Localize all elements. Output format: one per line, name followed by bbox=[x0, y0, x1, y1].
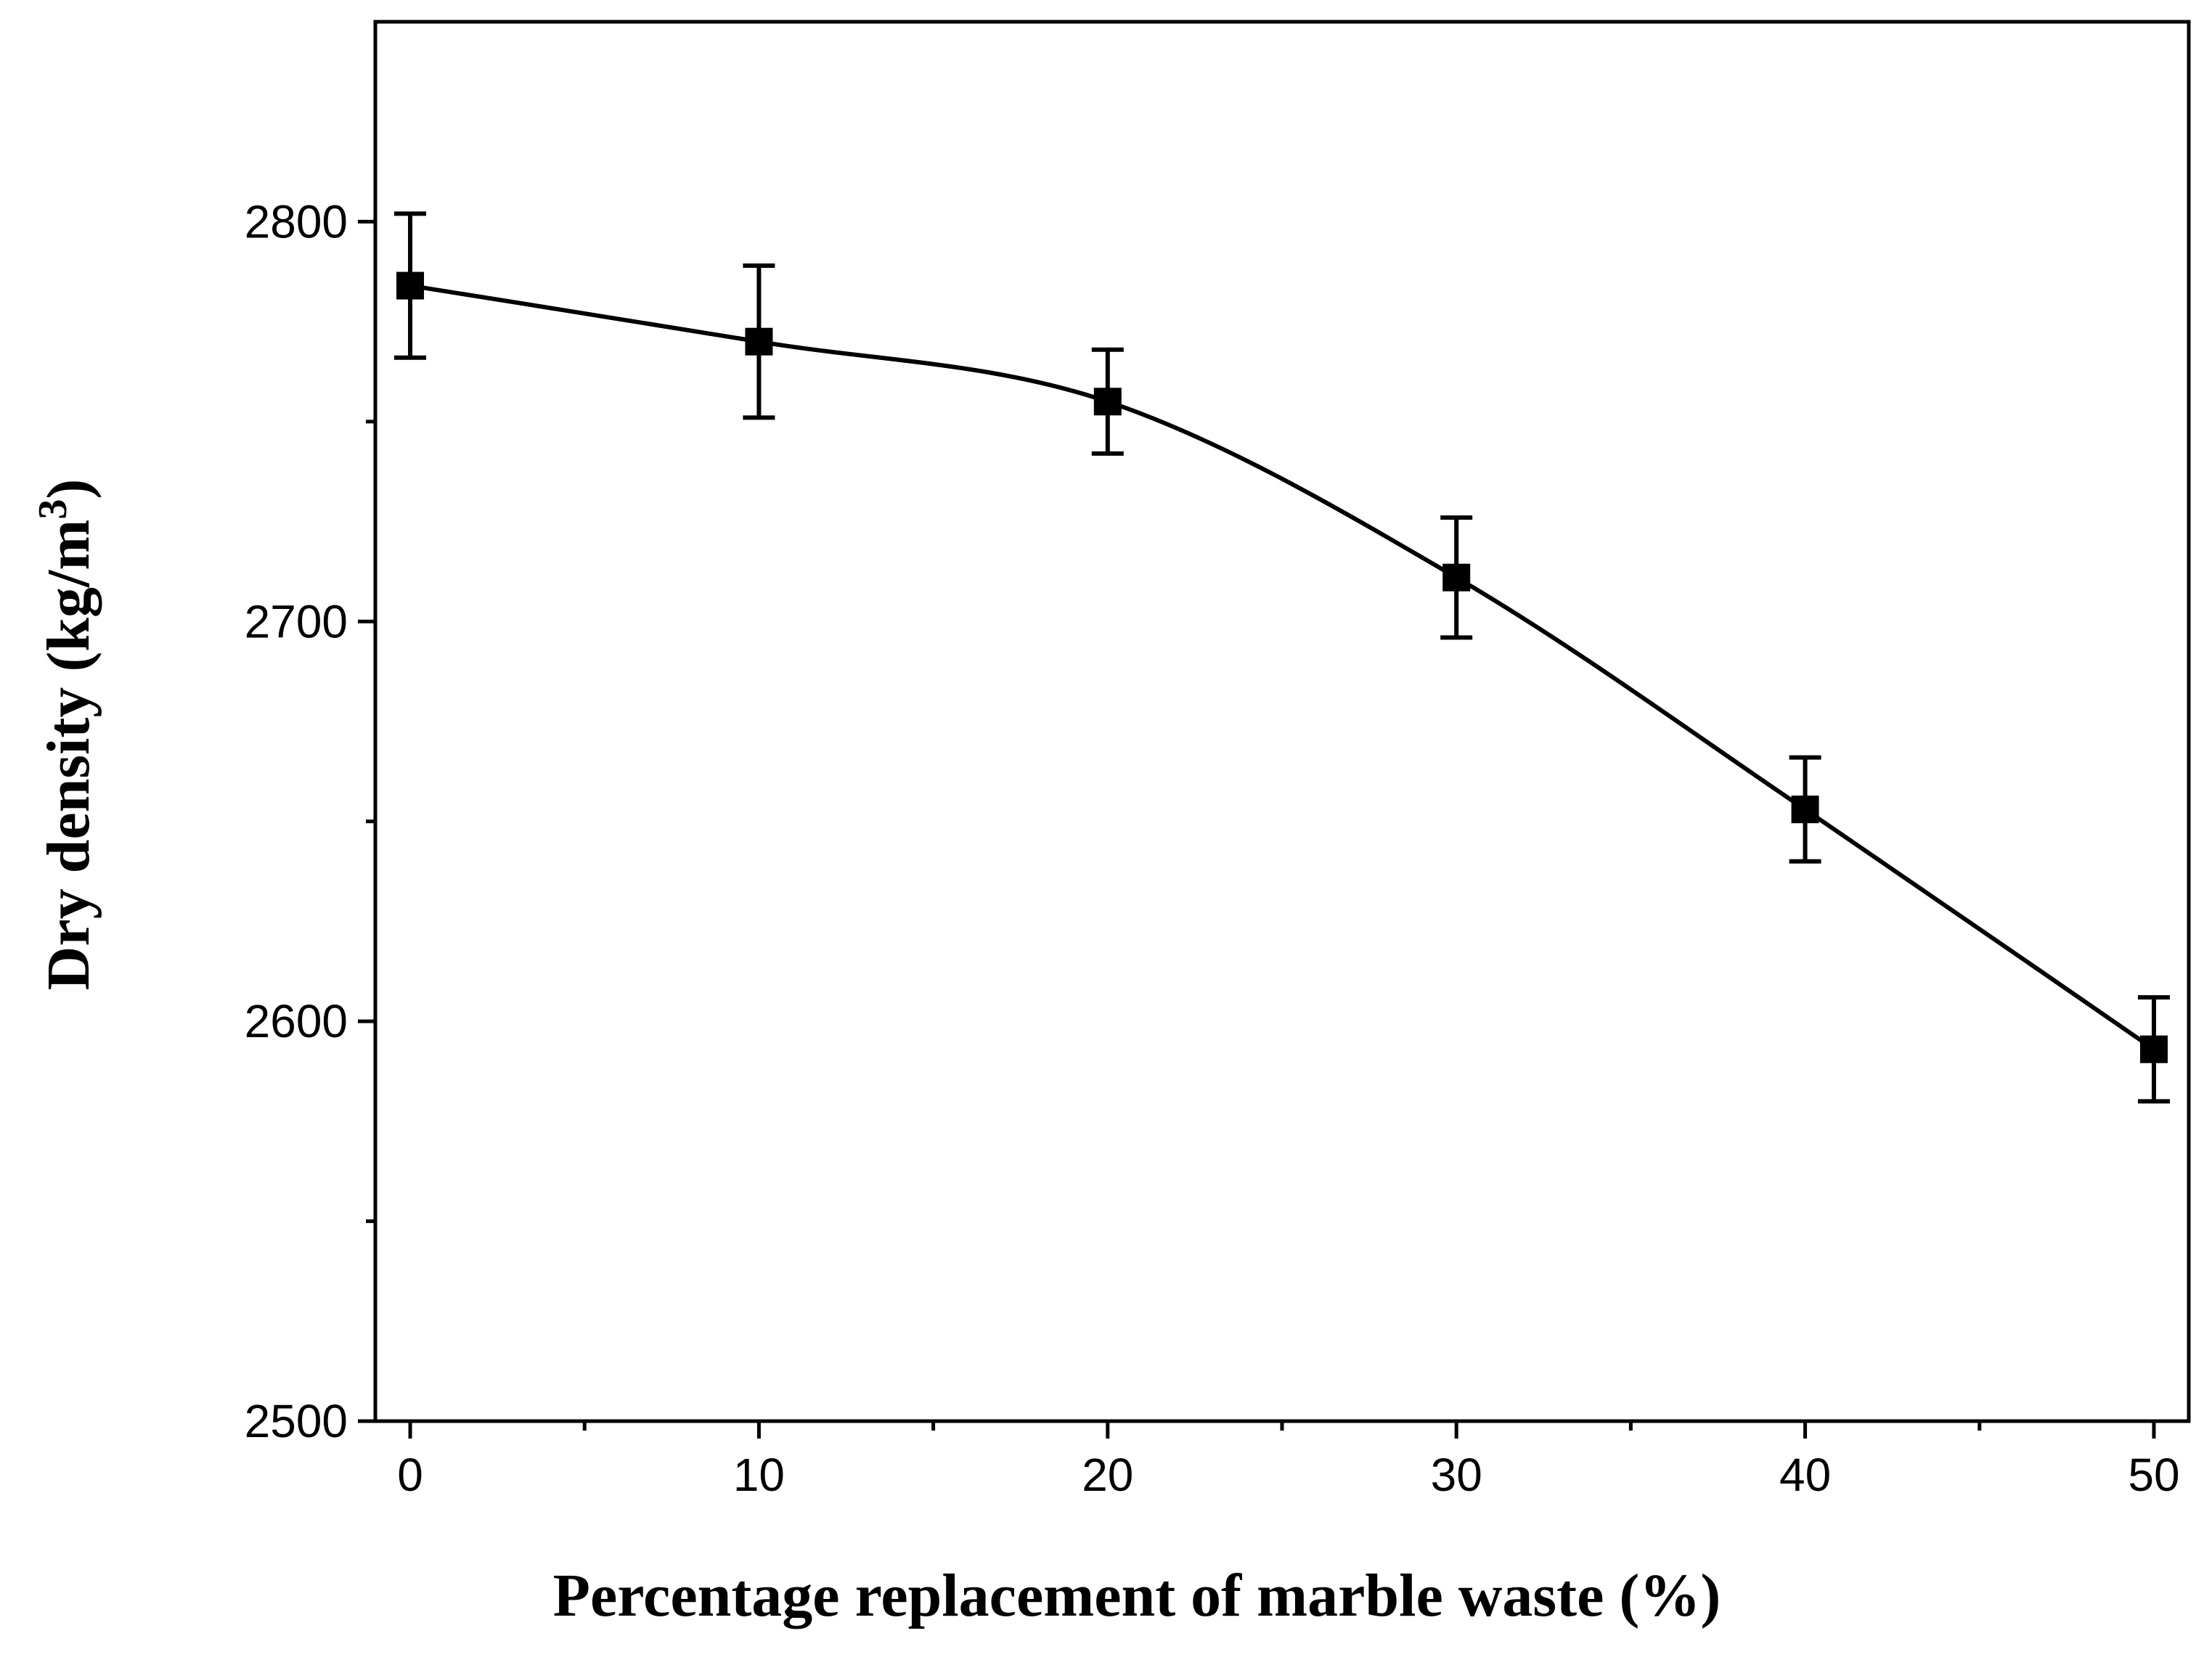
series-line bbox=[409, 283, 2155, 1052]
x-tick-label: 0 bbox=[397, 1449, 423, 1501]
y-tick-label: 2700 bbox=[245, 595, 348, 647]
x-tick-label: 50 bbox=[2128, 1449, 2179, 1501]
series-curve bbox=[409, 283, 2155, 1052]
y-axis-title-main: Dry density (kg/m bbox=[35, 520, 102, 991]
series-marks bbox=[394, 211, 2170, 1104]
data-point bbox=[2139, 1035, 2168, 1063]
y-tick-label: 2500 bbox=[245, 1395, 348, 1447]
y-tick-label: 2600 bbox=[245, 995, 348, 1047]
data-point bbox=[1442, 563, 1471, 592]
y-axis-title: Dry density (kg/m3) bbox=[30, 479, 102, 991]
axis-ticks bbox=[358, 219, 2156, 1439]
data-point bbox=[745, 327, 773, 356]
y-axis-title-suffix: ) bbox=[35, 479, 102, 499]
x-axis-title: Percentage replacement of marble waste (… bbox=[553, 1562, 1721, 1629]
y-axis-title-superscript: 3 bbox=[30, 499, 75, 520]
data-point bbox=[396, 271, 425, 300]
data-point bbox=[1791, 795, 1819, 824]
plot-frame bbox=[373, 20, 2191, 1423]
x-tick-label: 40 bbox=[1779, 1449, 1831, 1501]
x-tick-label: 20 bbox=[1082, 1449, 1133, 1501]
y-tick-label: 2800 bbox=[245, 195, 348, 248]
axis-tick-labels: 0 10 20 30 40 50 2500 2600 2700 2800 bbox=[245, 195, 2180, 1501]
data-point bbox=[1093, 388, 1122, 416]
x-tick-label: 10 bbox=[733, 1449, 785, 1501]
x-tick-label: 30 bbox=[1431, 1449, 1482, 1501]
